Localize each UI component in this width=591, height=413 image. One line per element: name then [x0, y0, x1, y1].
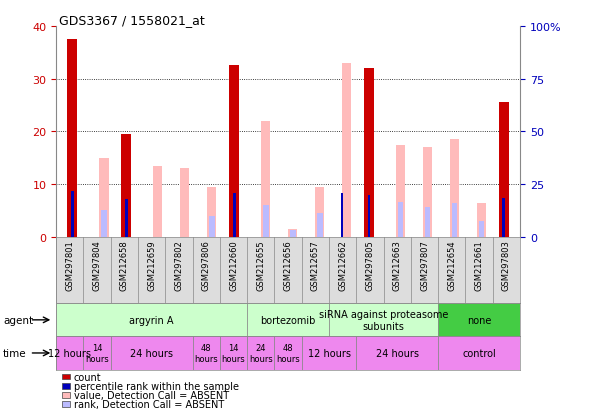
Bar: [56, 337, 83, 370]
Bar: [101, 210, 107, 237]
Bar: [233, 193, 236, 237]
Text: 48
hours: 48 hours: [194, 344, 218, 363]
Text: GSM297802: GSM297802: [174, 240, 183, 290]
Bar: [229, 66, 239, 237]
Text: 14
hours: 14 hours: [222, 344, 245, 363]
Text: GSM212655: GSM212655: [256, 240, 265, 290]
Bar: [423, 148, 432, 237]
Bar: [396, 145, 405, 237]
Bar: [71, 191, 74, 237]
Bar: [364, 69, 374, 237]
Bar: [62, 374, 70, 380]
Bar: [83, 337, 111, 370]
Text: GSM212656: GSM212656: [284, 240, 293, 290]
Text: GSM212662: GSM212662: [338, 240, 347, 290]
Bar: [261, 121, 270, 237]
Bar: [342, 64, 351, 237]
Bar: [247, 337, 274, 370]
Bar: [288, 230, 297, 237]
Text: GSM212657: GSM212657: [311, 240, 320, 290]
Text: 48
hours: 48 hours: [276, 344, 300, 363]
Text: argyrin A: argyrin A: [129, 315, 174, 325]
Bar: [438, 304, 520, 337]
Bar: [62, 383, 70, 389]
Bar: [438, 337, 520, 370]
Bar: [425, 208, 430, 237]
Text: GSM297804: GSM297804: [93, 240, 102, 290]
Text: GSM212654: GSM212654: [447, 240, 456, 290]
Text: GSM297801: GSM297801: [65, 240, 74, 290]
Text: GSM297803: GSM297803: [502, 240, 511, 290]
Bar: [207, 188, 216, 237]
Bar: [111, 337, 193, 370]
Text: GSM297806: GSM297806: [202, 240, 211, 290]
Bar: [317, 213, 323, 237]
Bar: [315, 188, 324, 237]
Text: agent: agent: [3, 315, 33, 325]
Bar: [499, 103, 509, 237]
Text: siRNA against proteasome
subunits: siRNA against proteasome subunits: [319, 309, 449, 331]
Bar: [62, 392, 70, 398]
Text: GSM212658: GSM212658: [120, 240, 129, 290]
Text: percentile rank within the sample: percentile rank within the sample: [74, 381, 239, 391]
Bar: [247, 304, 329, 337]
Text: none: none: [467, 315, 491, 325]
Bar: [263, 206, 268, 237]
Bar: [302, 337, 356, 370]
Bar: [477, 203, 486, 237]
Text: GSM212660: GSM212660: [229, 240, 238, 290]
Bar: [67, 40, 77, 237]
Text: 24
hours: 24 hours: [249, 344, 272, 363]
Bar: [56, 304, 247, 337]
Bar: [99, 159, 109, 237]
Text: GDS3367 / 1558021_at: GDS3367 / 1558021_at: [59, 14, 205, 27]
Bar: [62, 401, 70, 407]
Text: value, Detection Call = ABSENT: value, Detection Call = ABSENT: [74, 390, 229, 400]
Text: GSM212661: GSM212661: [475, 240, 483, 290]
Bar: [125, 199, 128, 237]
Text: GSM297807: GSM297807: [420, 240, 429, 290]
Bar: [274, 337, 302, 370]
Bar: [398, 203, 404, 237]
Text: rank, Detection Call = ABSENT: rank, Detection Call = ABSENT: [74, 399, 224, 409]
Text: GSM212659: GSM212659: [147, 240, 156, 290]
Bar: [180, 169, 190, 237]
Bar: [329, 304, 438, 337]
Text: 12 hours: 12 hours: [48, 348, 91, 358]
Bar: [452, 204, 457, 237]
Bar: [340, 193, 343, 237]
Bar: [502, 199, 505, 237]
Text: bortezomib: bortezomib: [261, 315, 316, 325]
Bar: [450, 140, 459, 237]
Bar: [153, 166, 163, 237]
Text: count: count: [74, 372, 102, 382]
Bar: [479, 222, 485, 237]
Bar: [121, 135, 131, 237]
Text: 14
hours: 14 hours: [85, 344, 109, 363]
Text: time: time: [3, 348, 27, 358]
Bar: [209, 216, 215, 237]
Text: 24 hours: 24 hours: [376, 348, 419, 358]
Bar: [356, 337, 438, 370]
Text: GSM297805: GSM297805: [365, 240, 375, 290]
Bar: [220, 337, 247, 370]
Text: 24 hours: 24 hours: [130, 348, 173, 358]
Bar: [290, 230, 296, 237]
Text: control: control: [462, 348, 496, 358]
Bar: [368, 195, 371, 237]
Text: GSM212663: GSM212663: [393, 240, 402, 290]
Text: 12 hours: 12 hours: [307, 348, 350, 358]
Bar: [193, 337, 220, 370]
